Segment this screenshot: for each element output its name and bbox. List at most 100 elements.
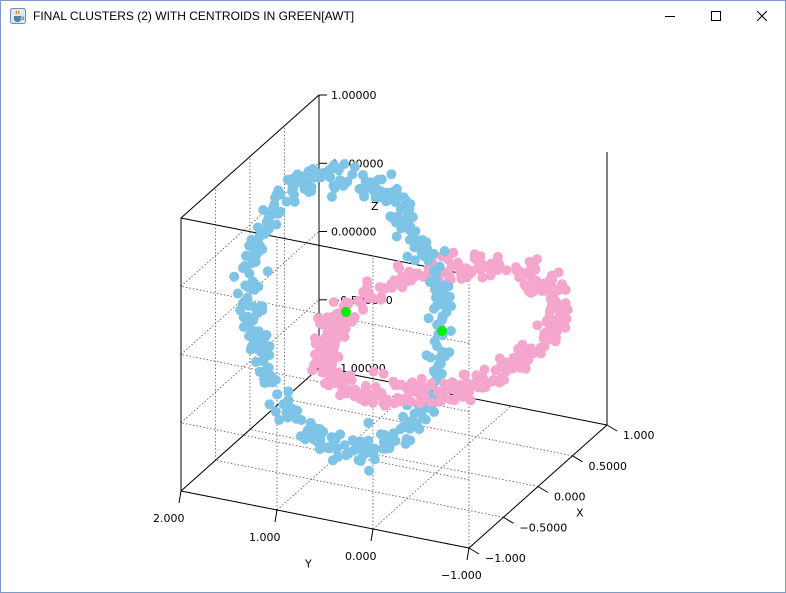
data-point: [257, 355, 267, 366]
data-point: [407, 377, 418, 388]
data-point: [275, 206, 286, 217]
data-point: [437, 346, 448, 357]
axis-labels: X Y Z: [304, 200, 584, 570]
data-point: [258, 205, 269, 215]
data-point: [471, 370, 482, 381]
data-point: [453, 260, 464, 271]
data-point: [333, 451, 343, 462]
x-tick-label: 0.5000: [589, 460, 628, 473]
close-button[interactable]: [739, 1, 785, 31]
data-point: [374, 282, 385, 293]
data-point: [264, 399, 275, 410]
data-point: [426, 249, 437, 260]
data-point: [295, 431, 306, 442]
data-point: [329, 183, 340, 194]
data-point: [416, 396, 427, 407]
x-tick-label: −1.000: [485, 552, 526, 565]
data-point: [287, 182, 298, 193]
y-tick-label: −1.000: [441, 569, 482, 582]
data-point: [465, 395, 476, 406]
scatter-3d-plot[interactable]: −1.000 −0.5000 0.000 0.5000 1.000 −1.000 0.000…: [1, 31, 785, 592]
minimize-icon: [665, 16, 675, 17]
box-edge: [180, 94, 320, 219]
data-point: [320, 343, 331, 354]
data-point: [343, 384, 353, 395]
data-point: [344, 370, 355, 381]
title-bar[interactable]: FINAL CLUSTERS (2) WITH CENTROIDS IN GRE…: [1, 1, 785, 31]
data-point: [403, 385, 414, 396]
data-point: [367, 397, 378, 408]
data-point: [501, 265, 512, 276]
data-point: [476, 259, 487, 269]
z-axis-label: Z: [371, 200, 379, 213]
data-point: [272, 188, 282, 199]
data-point: [363, 417, 374, 428]
data-point: [532, 254, 542, 265]
data-point: [262, 266, 273, 277]
maximize-button[interactable]: [693, 1, 739, 31]
data-point: [556, 304, 567, 314]
data-point: [238, 312, 249, 323]
data-point: [404, 266, 414, 277]
data-point: [347, 169, 358, 180]
data-point: [339, 440, 350, 451]
box-edge: [180, 490, 470, 549]
data-point: [438, 280, 449, 291]
data-point: [232, 288, 243, 299]
data-point: [263, 224, 274, 234]
data-point: [271, 219, 282, 230]
data-point: [431, 300, 442, 311]
data-point: [323, 443, 334, 454]
x-tick-label: −0.5000: [520, 521, 568, 534]
data-point: [258, 344, 269, 355]
data-point: [289, 189, 299, 200]
data-point: [323, 369, 333, 380]
data-point: [249, 342, 260, 353]
data-point: [386, 169, 397, 180]
data-point: [358, 304, 369, 315]
data-point: [365, 443, 376, 453]
data-point: [333, 351, 344, 362]
data-point: [492, 264, 503, 275]
data-point: [266, 209, 277, 220]
data-point: [339, 331, 350, 342]
back-wall-grid-line: [180, 299, 320, 424]
data-point: [237, 298, 248, 309]
data-point: [355, 393, 366, 404]
data-point: [419, 251, 430, 262]
minimize-button[interactable]: [647, 1, 693, 31]
data-point: [359, 191, 370, 202]
data-point: [444, 291, 455, 302]
y-axis-tick: [274, 509, 278, 523]
data-point: [514, 362, 525, 373]
y-axis-label: Y: [304, 558, 312, 571]
data-point: [326, 191, 337, 202]
data-point: [392, 260, 403, 271]
data-point: [283, 386, 294, 397]
data-point: [281, 196, 292, 207]
data-point: [404, 423, 415, 434]
centroids: [341, 307, 447, 336]
data-point: [558, 319, 569, 329]
x-axis-tick: [606, 424, 618, 432]
data-point: [282, 408, 293, 419]
data-point: [398, 192, 409, 203]
data-point: [485, 270, 496, 281]
data-point: [309, 359, 320, 370]
data-point: [560, 284, 571, 295]
data-point: [247, 276, 258, 287]
data-point: [465, 268, 476, 279]
data-point: [274, 414, 285, 425]
data-point: [389, 275, 400, 286]
data-point: [424, 277, 435, 287]
x-axis-tick: [572, 455, 583, 463]
data-point: [433, 360, 444, 371]
data-point: [430, 284, 440, 295]
y-axis-tick: [370, 528, 374, 542]
data-point: [418, 271, 428, 282]
data-point: [525, 265, 536, 275]
data-point: [439, 246, 450, 257]
data-point: [256, 301, 267, 312]
data-point: [358, 170, 368, 180]
data-point: [370, 190, 381, 201]
